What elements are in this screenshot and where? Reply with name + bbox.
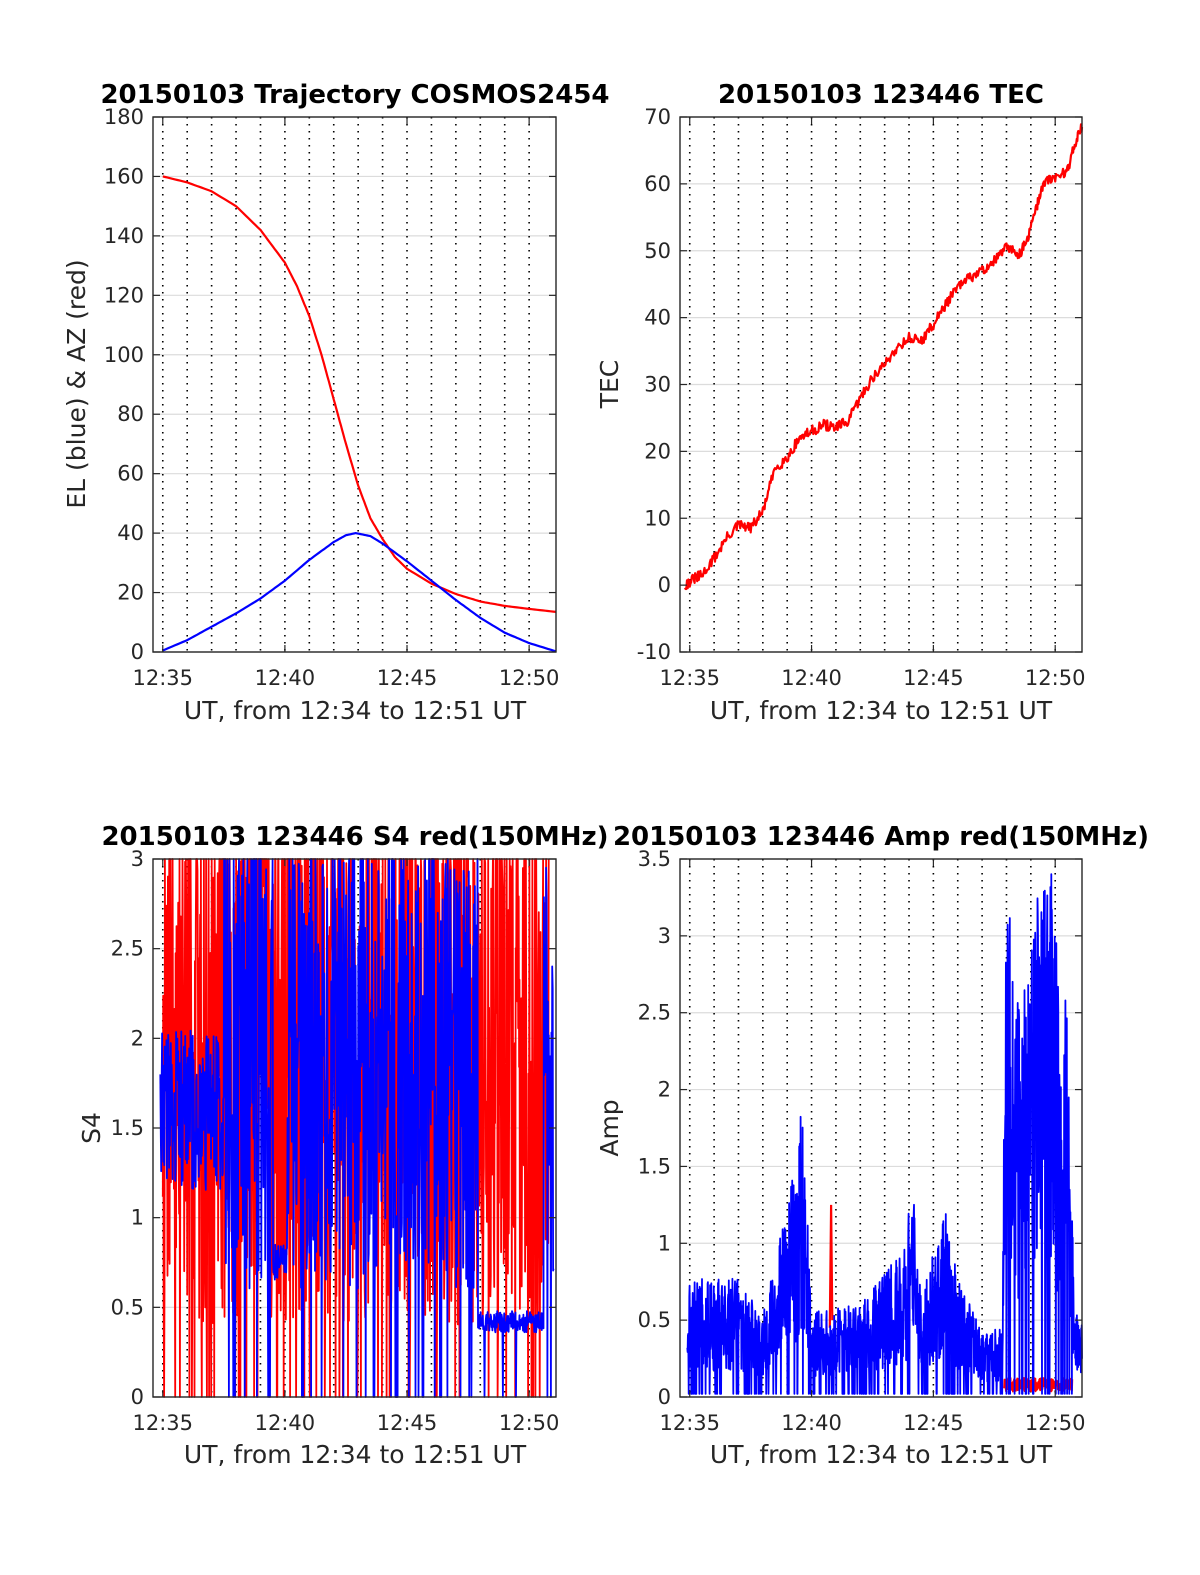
tec-ytick-label: 60	[644, 172, 671, 196]
tec-xtick-label: 12:40	[781, 666, 842, 690]
tec-series	[683, 123, 1084, 591]
amp-panel: 20150103 123446 Amp red(150MHz) 0 0.5 1 1.5…	[595, 822, 1149, 1469]
tec-ytick-label: 50	[644, 239, 671, 263]
s4-ytick-label: 1.5	[111, 1116, 144, 1140]
tec-ylabel: TEC	[595, 360, 624, 410]
s4-xtick-label: 12:35	[133, 1411, 194, 1435]
s4-ytick-label: 2	[131, 1026, 144, 1050]
tec-ytick-label: 40	[644, 306, 671, 330]
trajectory-title: 20150103 Trajectory COSMOS2454	[100, 80, 609, 110]
trajectory-ytick-label: 140	[104, 224, 144, 248]
trajectory-ytick-label: 40	[117, 521, 144, 545]
s4-series	[159, 858, 555, 1398]
amp-ytick-label: 2.5	[638, 1001, 671, 1025]
trajectory-ylabel: EL (blue) & AZ (red)	[62, 259, 91, 508]
s4-ytick-label: 0.5	[111, 1295, 144, 1319]
amp-ticks: 0 0.5 1 1.5 2 2.5 3 3.5 12:35 12:40 12:45 12:50	[638, 847, 1086, 1435]
tec-ytick-label: -10	[637, 640, 671, 664]
s4-xtick-label: 12:50	[499, 1411, 560, 1435]
amp-ytick-label: 3	[658, 924, 671, 948]
trajectory-series-az	[162, 175, 557, 613]
amp-title: 20150103 123446 Amp red(150MHz)	[613, 822, 1149, 852]
trajectory-ytick-label: 160	[104, 164, 144, 188]
trajectory-panel: 20150103 Trajectory COSMOS2454 0 20 40 60 80…	[62, 80, 610, 725]
amp-ylabel: Amp	[595, 1099, 624, 1156]
s4-series-s4-blue	[159, 858, 555, 1398]
trajectory-xtick-label: 12:45	[377, 666, 438, 690]
s4-ticks: 0 0.5 1 1.5 2 2.5 3 12:35 12:40 12:45 12:50	[111, 847, 560, 1435]
amp-xtick-label: 12:40	[781, 1411, 842, 1435]
trajectory-series-el	[162, 531, 557, 653]
amp-series-amp-blue	[686, 873, 1083, 1395]
trajectory-ytick-label: 20	[117, 581, 144, 605]
trajectory-ytick-label: 180	[104, 105, 144, 129]
tec-ytick-label: 0	[658, 573, 671, 597]
amp-xtick-label: 12:50	[1025, 1411, 1086, 1435]
s4-ytick-label: 0	[131, 1385, 144, 1409]
amp-xlabel: UT, from 12:34 to 12:51 UT	[710, 1440, 1053, 1469]
trajectory-grid	[153, 116, 556, 653]
trajectory-ticks: 0 20 40 60 80 100 120 140 160 180 12:35 12:40 12:45 1…	[104, 105, 559, 690]
s4-panel: 20150103 123446 S4 red(150MHz) 0 0.5 1 1.5 2…	[77, 822, 609, 1469]
tec-ytick-label: 70	[644, 105, 671, 129]
s4-ytick-label: 3	[131, 847, 144, 871]
amp-ytick-label: 1	[658, 1231, 671, 1255]
amp-ytick-label: 0.5	[638, 1308, 671, 1332]
trajectory-ytick-label: 120	[104, 283, 144, 307]
s4-ylabel: S4	[77, 1112, 106, 1144]
s4-xtick-label: 12:45	[377, 1411, 438, 1435]
s4-xtick-label: 12:40	[255, 1411, 316, 1435]
tec-title: 20150103 123446 TEC	[718, 80, 1044, 110]
trajectory-xtick-label: 12:40	[255, 666, 316, 690]
tec-ytick-label: 30	[644, 373, 671, 397]
s4-xlabel: UT, from 12:34 to 12:51 UT	[184, 1440, 527, 1469]
amp-series-red-spike	[828, 1204, 834, 1328]
amp-ytick-label: 0	[658, 1385, 671, 1409]
amp-xtick-label: 12:35	[659, 1411, 720, 1435]
trajectory-ytick-label: 100	[104, 343, 144, 367]
tec-grid	[680, 116, 1082, 653]
tec-xtick-label: 12:45	[903, 666, 964, 690]
tec-xtick-label: 12:50	[1025, 666, 1086, 690]
trajectory-xtick-label: 12:35	[133, 666, 194, 690]
s4-ytick-label: 1	[131, 1206, 144, 1230]
tec-ticks: -10 0 10 20 30 40 50 60 70 12:35 12:40 12:45 12:50	[637, 105, 1086, 690]
amp-ytick-label: 2	[658, 1078, 671, 1102]
tec-xtick-label: 12:35	[659, 666, 720, 690]
trajectory-ytick-label: 80	[117, 402, 144, 426]
tec-ytick-label: 10	[644, 506, 671, 530]
amp-ytick-label: 3.5	[638, 847, 671, 871]
trajectory-ytick-label: 60	[117, 462, 144, 486]
tec-panel: 20150103 123446 TEC -10 0 10 20 30 40 50 60 70 12…	[595, 80, 1085, 725]
amp-ytick-label: 1.5	[638, 1154, 671, 1178]
s4-title: 20150103 123446 S4 red(150MHz)	[101, 822, 608, 852]
amp-xtick-label: 12:45	[903, 1411, 964, 1435]
tec-ytick-label: 20	[644, 439, 671, 463]
trajectory-ytick-label: 0	[131, 640, 144, 664]
tec-xlabel: UT, from 12:34 to 12:51 UT	[710, 696, 1053, 725]
trajectory-series	[162, 175, 557, 653]
s4-ytick-label: 2.5	[111, 937, 144, 961]
trajectory-xtick-label: 12:50	[499, 666, 560, 690]
tec-series-tec	[683, 123, 1084, 591]
trajectory-xlabel: UT, from 12:34 to 12:51 UT	[184, 696, 527, 725]
trajectory-axes-box	[152, 116, 557, 653]
amp-axes-box	[679, 858, 1083, 1398]
amp-series	[686, 873, 1083, 1395]
